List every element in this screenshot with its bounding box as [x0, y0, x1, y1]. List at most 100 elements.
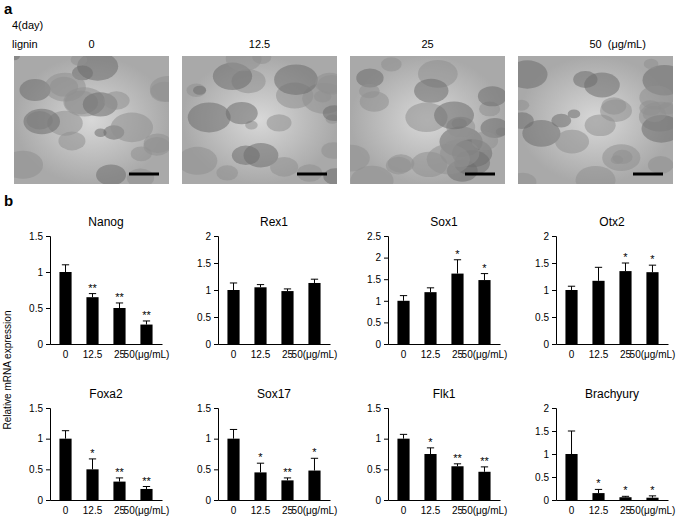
- x-tick-label: 0: [231, 349, 237, 360]
- bar: [86, 469, 98, 500]
- y-axis: 00.511.5: [367, 403, 388, 506]
- chart: Foxa200.511.5012.52550(μg/mL)*****: [29, 387, 169, 516]
- y-tick-label: 1.5: [535, 258, 549, 269]
- y-axis-line: [46, 237, 51, 345]
- y-tick: 2: [375, 252, 388, 263]
- y-tick: 0: [375, 495, 388, 506]
- x-axis: 012.52550(μg/mL): [557, 344, 676, 360]
- x-axis-line: [219, 344, 331, 345]
- micrograph: [178, 46, 347, 184]
- x-tick-label: 50(μg/mL): [124, 349, 170, 360]
- significance: *: [312, 446, 317, 458]
- y-tick-label: 1: [543, 285, 549, 296]
- cell-cluster: [602, 144, 640, 171]
- cell-cluster: [216, 165, 238, 180]
- row-label: lignin: [12, 38, 38, 50]
- y-axis-line: [214, 409, 219, 501]
- significance: *: [596, 477, 601, 489]
- x-axis: 012.52550(μg/mL): [557, 500, 676, 516]
- y-axis: 00.511.52: [535, 403, 556, 506]
- cell-cluster: [518, 60, 548, 88]
- x-axis-line: [557, 344, 669, 345]
- concentration-label: 50 (μg/mL): [590, 38, 646, 50]
- y-tick-mark: [384, 301, 388, 302]
- x-tick-label: 50(μg/mL): [462, 505, 508, 516]
- y-tick-label: 0: [375, 495, 381, 506]
- cell-cluster: [427, 144, 470, 174]
- significance: **: [480, 455, 489, 467]
- y-tick-mark: [214, 263, 218, 264]
- error-bar: [89, 459, 96, 469]
- cell-cluster: [96, 164, 126, 184]
- x-tick-label: 50(μg/mL): [630, 349, 676, 360]
- concentration: 50: [590, 38, 602, 50]
- error-bar: [143, 321, 150, 325]
- error-bar: [649, 265, 656, 272]
- y-tick-label: 0.5: [29, 303, 43, 314]
- scale-bar: [633, 173, 663, 176]
- y-tick: 0: [543, 495, 556, 506]
- x-tick: 12.5: [421, 344, 441, 360]
- error-bar: [400, 296, 407, 301]
- error-bar: [230, 283, 237, 290]
- x-tick: 0: [231, 344, 237, 360]
- cell-cluster: [478, 86, 505, 106]
- bar: [565, 454, 577, 500]
- y-tick-mark: [384, 500, 388, 501]
- y-tick: 0: [543, 339, 556, 350]
- error-bar: [427, 288, 434, 292]
- bar: [86, 297, 98, 344]
- error-bar: [454, 464, 461, 466]
- x-axis-line: [389, 500, 501, 501]
- y-tick: 0: [37, 495, 50, 506]
- y-tick-mark: [46, 500, 50, 501]
- cell-cluster: [600, 100, 632, 122]
- y-tick-mark: [214, 469, 218, 470]
- x-tick-label: 50(μg/mL): [630, 505, 676, 516]
- micrograph-texture: [350, 57, 505, 184]
- y-tick-label: 0: [205, 495, 211, 506]
- x-axis-line: [557, 500, 669, 501]
- cell-cluster: [584, 73, 620, 98]
- y-tick-label: 1.5: [367, 403, 381, 414]
- y-axis-line: [552, 409, 557, 501]
- bar: [646, 498, 658, 500]
- y-tick: 2: [543, 403, 556, 414]
- y-tick-label: 0: [543, 339, 549, 350]
- cell-cluster: [414, 79, 448, 103]
- cell-cluster: [226, 56, 262, 71]
- y-tick-mark: [384, 408, 388, 409]
- cell-cluster: [226, 102, 258, 124]
- day-label: 4(day): [12, 19, 43, 31]
- y-tick: 2: [205, 231, 218, 242]
- y-tick: 1: [205, 433, 218, 444]
- unit: (μg/mL): [608, 38, 646, 50]
- x-tick: 50(μg/mL): [292, 500, 338, 516]
- bar: [227, 439, 239, 500]
- significance: *: [482, 262, 487, 274]
- y-tick-label: 2: [205, 231, 211, 242]
- y-tick-label: 1: [205, 285, 211, 296]
- x-tick: 50(μg/mL): [462, 500, 508, 516]
- y-tick: 1.5: [535, 426, 556, 437]
- bar: [140, 325, 152, 344]
- x-tick: 0: [231, 500, 237, 516]
- y-tick-label: 1.5: [197, 258, 211, 269]
- x-tick: 0: [401, 344, 407, 360]
- significance: **: [88, 282, 97, 294]
- error-bar: [230, 429, 237, 438]
- y-tick: 1: [205, 285, 218, 296]
- y-tick-label: 0: [375, 339, 381, 350]
- cell-cluster: [323, 105, 337, 121]
- y-tick: 1: [37, 433, 50, 444]
- x-tick: 50(μg/mL): [124, 500, 170, 516]
- cell-cluster: [381, 57, 401, 71]
- y-tick: 1.5: [29, 403, 50, 414]
- error-bar: [116, 478, 123, 482]
- x-tick-label: 0: [569, 349, 575, 360]
- cell-cluster: [103, 91, 129, 109]
- y-tick: 0: [205, 339, 218, 350]
- plot-area: [227, 279, 320, 344]
- significance: **: [142, 309, 151, 321]
- y-tick-mark: [552, 317, 556, 318]
